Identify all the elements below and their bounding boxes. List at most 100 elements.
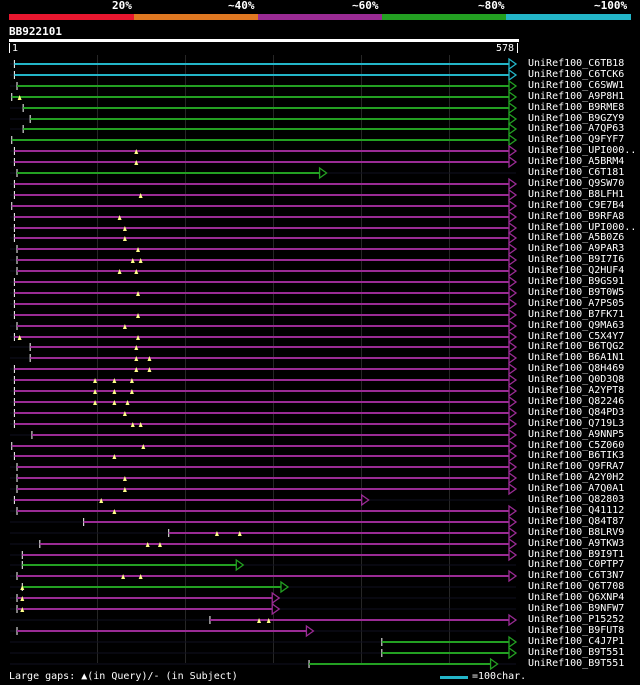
hit-label[interactable]: UniRef100_B9FUT8 (528, 625, 625, 636)
hit-row[interactable] (10, 526, 518, 540)
hit-row[interactable] (10, 297, 518, 311)
hit-row[interactable] (10, 504, 518, 518)
hit-label[interactable]: UniRef100_A9PAR3 (528, 243, 625, 254)
hit-row[interactable] (10, 635, 518, 649)
hit-label[interactable]: UniRef100_UPI000.. (528, 222, 637, 233)
hit-label[interactable]: UniRef100_Q0D3Q8 (528, 374, 625, 385)
hit-row[interactable] (10, 471, 518, 485)
hit-label[interactable]: UniRef100_A2Y0H2 (528, 472, 625, 483)
hit-row[interactable] (10, 112, 518, 126)
hit-row[interactable] (10, 253, 518, 267)
hit-row[interactable] (10, 242, 518, 256)
hit-label[interactable]: UniRef100_C6TB18 (528, 58, 625, 69)
hit-label[interactable]: UniRef100_Q719L3 (528, 418, 625, 429)
hit-label[interactable]: UniRef100_Q82803 (528, 494, 625, 505)
hit-label[interactable]: UniRef100_B9I7I6 (528, 254, 625, 265)
hit-label[interactable]: UniRef100_Q9FYF7 (528, 134, 625, 145)
hit-label[interactable]: UniRef100_A2YPT8 (528, 385, 625, 396)
hit-row[interactable] (10, 493, 516, 507)
hit-label[interactable]: UniRef100_B9GZY9 (528, 113, 625, 124)
hit-row[interactable] (10, 384, 518, 398)
hit-label[interactable]: UniRef100_Q9FRA7 (528, 461, 625, 472)
hit-row[interactable] (10, 199, 518, 213)
hit-label[interactable]: UniRef100_A7QP63 (528, 123, 625, 134)
hit-label[interactable]: UniRef100_B9T551 (528, 658, 625, 669)
hit-label[interactable]: UniRef100_B9GS91 (528, 276, 625, 287)
hit-label[interactable]: UniRef100_C6SWW1 (528, 80, 625, 91)
hit-label[interactable]: UniRef100_A7Q0A1 (528, 483, 625, 494)
hit-label[interactable]: UniRef100_UPI000.. (528, 145, 637, 156)
hit-row[interactable] (10, 221, 518, 235)
hit-label[interactable]: UniRef100_A5B0Z6 (528, 232, 625, 243)
hit-row[interactable] (10, 657, 516, 671)
hit-row[interactable] (10, 330, 518, 344)
hit-row[interactable] (10, 210, 518, 224)
hit-label[interactable]: UniRef100_B8LRV9 (528, 527, 625, 538)
hit-label[interactable]: UniRef100_C6TCK6 (528, 69, 625, 80)
hit-label[interactable]: UniRef100_C4J7P1 (528, 636, 625, 647)
hit-label[interactable]: UniRef100_Q8H469 (528, 363, 625, 374)
hit-label[interactable]: UniRef100_Q82246 (528, 396, 625, 407)
hit-label[interactable]: UniRef100_Q9SW70 (528, 178, 625, 189)
hit-label[interactable]: UniRef100_Q6XNP4 (528, 592, 625, 603)
hit-label[interactable]: UniRef100_B6TIK3 (528, 450, 625, 461)
hit-row[interactable] (10, 79, 518, 93)
hit-label[interactable]: UniRef100_B9T551 (528, 647, 625, 658)
hit-row[interactable] (10, 308, 518, 322)
hit-row[interactable] (10, 188, 518, 202)
hit-label[interactable]: UniRef100_A9TKW3 (528, 538, 625, 549)
hit-row[interactable] (10, 155, 518, 169)
hit-label[interactable]: UniRef100_A9P8H1 (528, 91, 625, 102)
hit-row[interactable] (10, 602, 516, 616)
hit-row[interactable] (10, 460, 518, 474)
hit-row[interactable] (10, 68, 518, 82)
hit-row[interactable] (10, 428, 518, 442)
hit-label[interactable]: UniRef100_C0PTP7 (528, 559, 625, 570)
hit-row[interactable] (10, 613, 518, 627)
hit-row[interactable] (10, 449, 518, 463)
hit-label[interactable]: UniRef100_C6T3N7 (528, 570, 625, 581)
hit-label[interactable]: UniRef100_C6T181 (528, 167, 625, 178)
hit-label[interactable]: UniRef100_Q41112 (528, 505, 625, 516)
hit-row[interactable] (10, 340, 518, 354)
hit-row[interactable] (10, 286, 518, 300)
hit-label[interactable]: UniRef100_B9T0W5 (528, 287, 625, 298)
hit-row[interactable] (10, 319, 518, 333)
hit-row[interactable] (10, 264, 518, 278)
hit-label[interactable]: UniRef100_Q6T708 (528, 581, 625, 592)
hit-row[interactable] (10, 439, 518, 453)
hit-label[interactable]: UniRef100_Q84T87 (528, 516, 625, 527)
hit-row[interactable] (10, 177, 518, 191)
hit-row[interactable] (10, 515, 518, 529)
hit-row[interactable] (10, 275, 518, 289)
hit-row[interactable] (10, 133, 518, 147)
hit-label[interactable]: UniRef100_A7PS05 (528, 298, 625, 309)
hit-row[interactable] (10, 569, 518, 583)
hit-row[interactable] (10, 57, 518, 71)
hit-row[interactable] (10, 580, 516, 594)
hit-row[interactable] (10, 624, 516, 638)
hit-row[interactable] (10, 548, 518, 562)
hit-label[interactable]: UniRef100_C5Z060 (528, 440, 625, 451)
hit-label[interactable]: UniRef100_A5BRM4 (528, 156, 625, 167)
hit-label[interactable]: UniRef100_Q84PD3 (528, 407, 625, 418)
hit-row[interactable] (10, 101, 518, 115)
hit-row[interactable] (10, 166, 516, 180)
hit-row[interactable] (10, 537, 518, 551)
hit-row[interactable] (10, 395, 518, 409)
hit-label[interactable]: UniRef100_A9NNP5 (528, 429, 625, 440)
hit-row[interactable] (10, 231, 518, 245)
hit-row[interactable] (10, 144, 518, 158)
hit-row[interactable] (10, 351, 518, 365)
hit-label[interactable]: UniRef100_Q2HUF4 (528, 265, 625, 276)
hit-label[interactable]: UniRef100_B7FK71 (528, 309, 625, 320)
hit-row[interactable] (10, 373, 518, 387)
hit-row[interactable] (10, 417, 518, 431)
hit-label[interactable]: UniRef100_B9RME8 (528, 102, 625, 113)
hit-label[interactable]: UniRef100_C5X4Y7 (528, 331, 625, 342)
hit-label[interactable]: UniRef100_B9I9T1 (528, 549, 625, 560)
hit-row[interactable] (10, 406, 518, 420)
hit-row[interactable] (10, 591, 516, 605)
hit-row[interactable] (10, 646, 518, 660)
hit-label[interactable]: UniRef100_B8LFH1 (528, 189, 625, 200)
